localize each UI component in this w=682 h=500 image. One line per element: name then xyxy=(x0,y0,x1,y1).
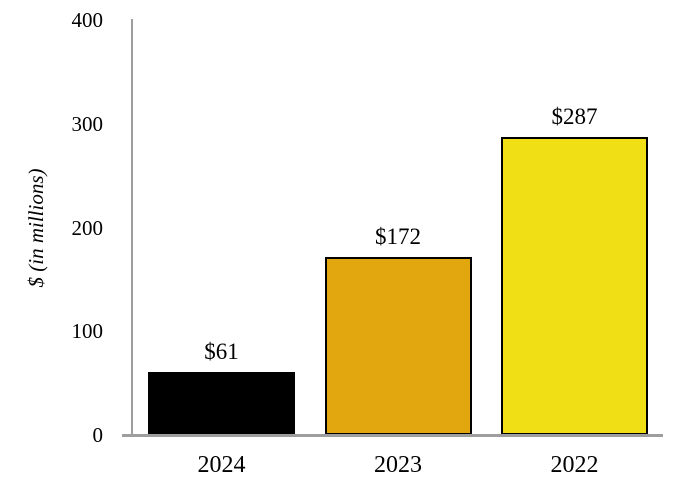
y-axis-tick-label: 300 xyxy=(71,111,104,136)
bar-2024 xyxy=(148,372,295,435)
x-axis-label: 2024 xyxy=(197,452,246,478)
bar-value-label: $61 xyxy=(204,339,239,364)
y-axis-tick-label: 200 xyxy=(71,215,104,240)
bar-2023 xyxy=(324,257,472,435)
y-axis-line xyxy=(131,19,133,437)
bar-2022 xyxy=(501,137,648,435)
x-axis-line xyxy=(122,434,663,437)
bar-value-label: $172 xyxy=(375,224,421,249)
y-axis-tick-label: 100 xyxy=(71,319,104,344)
x-axis-label: 2023 xyxy=(374,452,422,478)
x-axis-label: 2022 xyxy=(550,452,599,478)
y-axis-tick-label: 0 xyxy=(92,423,104,447)
y-axis-tick-label: 400 xyxy=(71,8,104,32)
bar-value-label: $287 xyxy=(551,104,598,129)
